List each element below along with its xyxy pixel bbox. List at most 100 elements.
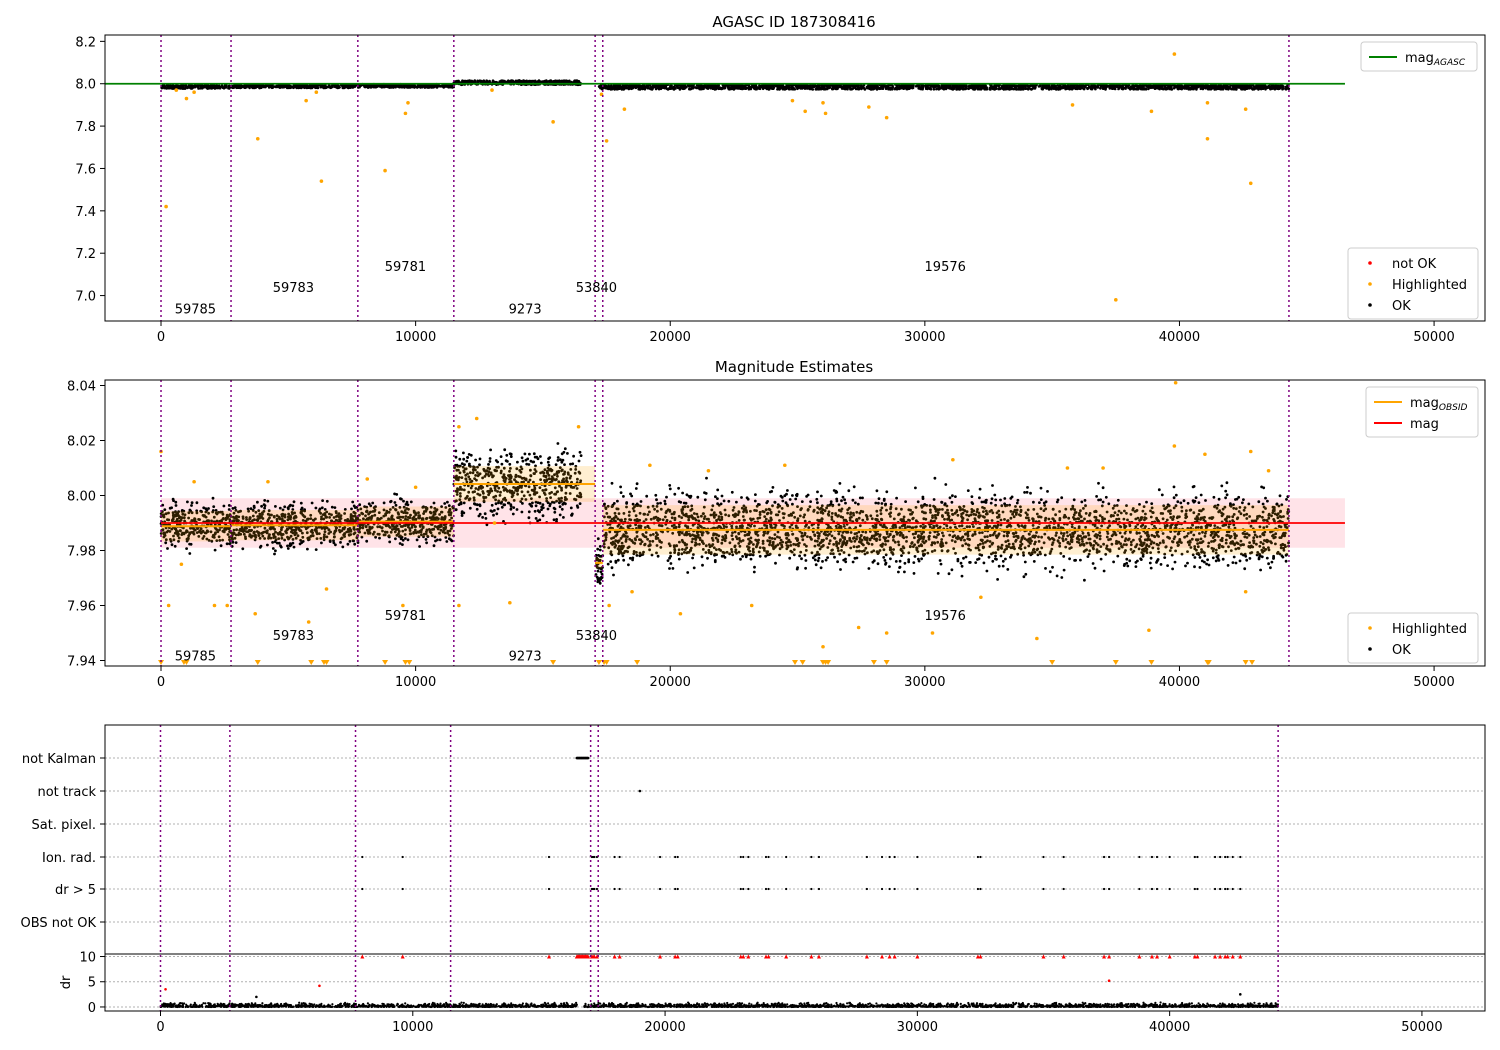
agasc-ok-point <box>210 84 213 88</box>
agasc-ok-point <box>961 87 965 91</box>
agasc-highlighted-point <box>255 137 260 141</box>
agasc-highlighted-point <box>1070 103 1075 107</box>
agasc-ok-point <box>885 84 888 88</box>
agasc-ok-point <box>568 79 571 83</box>
estimate-ok-point <box>164 541 168 545</box>
agasc-ok-point <box>385 84 389 88</box>
agasc-highlighted-point <box>403 111 408 116</box>
agasc-ok-point <box>734 85 738 89</box>
estimate-ok-point <box>227 504 231 507</box>
agasc-lower-legend-label: not OK <box>1392 257 1437 272</box>
agasc-ok-point <box>294 84 298 87</box>
estimate-ok-point <box>406 503 410 507</box>
agasc-ok-point <box>698 87 702 90</box>
estimate-ok-point <box>351 500 355 504</box>
estimate-ok-point <box>286 544 289 548</box>
agasc-ok-point <box>439 85 443 88</box>
agasc-ok-point <box>1054 84 1057 88</box>
agasc-ok-point <box>932 88 936 91</box>
agasc-ok-point <box>376 84 379 87</box>
agasc-ok-point <box>785 86 788 89</box>
estimate-ok-point <box>318 507 322 511</box>
agasc-ok-point <box>1050 84 1054 87</box>
agasc-ok-point <box>478 79 482 83</box>
agasc-ok-point <box>1127 86 1130 90</box>
agasc-highlighted-point <box>1149 109 1154 114</box>
agasc-ok-point <box>419 86 422 89</box>
agasc-ok-point <box>161 84 165 87</box>
agasc-ok-point <box>412 85 416 89</box>
agasc-ok-point <box>843 87 847 91</box>
agasc-highlighted-point <box>192 90 196 94</box>
estimate-ok-point <box>292 545 296 549</box>
agasc-ytick-label: 7.2 <box>75 247 96 262</box>
agasc-ok-point <box>831 86 835 90</box>
agasc-ok-point <box>430 86 433 89</box>
agasc-ok-point <box>308 84 312 87</box>
magnitude-estimates-panel: Magnitude Estimates 59785597835978192735… <box>67 358 1486 690</box>
agasc-lower-legend-point-handle <box>1368 261 1372 265</box>
agasc-ok-point <box>276 85 280 89</box>
estimate-ok-point <box>286 547 290 550</box>
estimate-ok-point <box>211 496 215 500</box>
estimate-ok-point <box>394 537 397 541</box>
agasc-ok-point <box>467 79 471 83</box>
agasc-ok-point <box>1186 85 1190 89</box>
agasc-ok-point <box>1252 87 1256 91</box>
agasc-ok-point <box>1080 85 1084 88</box>
agasc-ok-point <box>312 85 315 89</box>
agasc-ok-point <box>983 88 986 91</box>
agasc-ok-point <box>1150 85 1153 88</box>
agasc-ok-point <box>1267 85 1271 89</box>
estimate-ok-point <box>432 501 436 505</box>
agasc-ok-point <box>186 85 190 89</box>
agasc-ok-point <box>337 86 341 90</box>
estimate-ok-point <box>234 541 238 544</box>
agasc-ok-point <box>1284 87 1288 91</box>
agasc-ok-point <box>928 87 931 91</box>
estimate-ok-point <box>283 505 287 509</box>
agasc-ok-point <box>616 84 620 88</box>
agasc-ok-point <box>768 85 772 88</box>
estimate-ok-point <box>424 538 428 541</box>
agasc-ok-point <box>779 86 782 90</box>
estimate-ok-point <box>394 503 398 507</box>
agasc-ytick-label: 7.8 <box>75 120 96 135</box>
agasc-ok-point <box>604 86 608 90</box>
agasc-ok-point <box>1156 85 1160 88</box>
agasc-ok-point <box>1195 88 1198 91</box>
agasc-ok-point <box>248 86 251 90</box>
estimate-ok-point <box>310 501 314 505</box>
agasc-ok-point <box>481 80 485 84</box>
agasc-ok-point <box>1067 87 1070 90</box>
agasc-ok-point <box>747 85 751 89</box>
agasc-ok-point <box>695 86 698 90</box>
agasc-ok-point <box>958 87 961 91</box>
agasc-ok-point <box>433 84 437 87</box>
agasc-ok-point <box>315 84 319 88</box>
estimate-ok-point <box>231 507 235 510</box>
agasc-panel: AGASC ID 187308416 597855978359781927353… <box>75 13 1486 345</box>
estimate-ok-point <box>266 543 269 547</box>
agasc-ok-point <box>1279 86 1283 89</box>
agasc-ok-point <box>903 85 907 89</box>
agasc-ok-point <box>289 85 292 89</box>
estimate-ok-point <box>378 536 381 540</box>
agasc-ok-point <box>462 80 466 84</box>
estimate-ok-point <box>298 542 302 546</box>
agasc-ok-point <box>491 79 495 82</box>
agasc-ok-point <box>447 84 451 88</box>
agasc-ok-point <box>739 84 743 87</box>
estimate-ok-point <box>249 507 253 510</box>
estimate-ok-point <box>190 504 193 507</box>
estimate-ok-point <box>185 547 189 550</box>
agasc-ok-point <box>691 87 695 90</box>
agasc-ok-point <box>1015 87 1018 91</box>
agasc-ok-point <box>1105 85 1108 89</box>
agasc-ok-point <box>364 84 367 87</box>
agasc-ok-point <box>1004 87 1008 91</box>
estimate-ok-point <box>314 548 318 551</box>
agasc-ok-point <box>973 87 977 91</box>
estimate-ok-point <box>353 542 357 546</box>
agasc-ok-point <box>306 86 310 89</box>
